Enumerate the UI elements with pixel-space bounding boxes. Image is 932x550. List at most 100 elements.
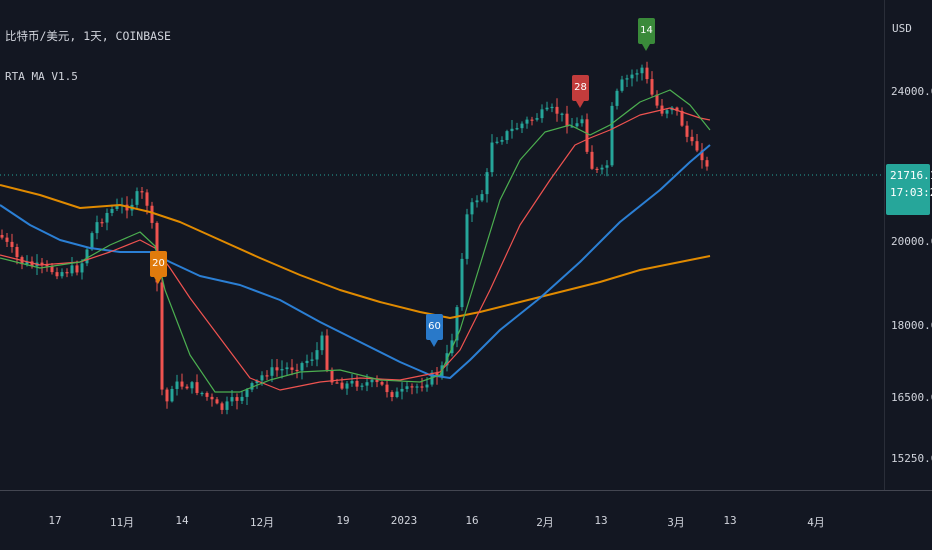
candle-body [370,379,374,383]
candle-body [135,191,139,205]
symbol-title[interactable]: 比特币/美元, 1天, COINBASE [5,29,171,43]
ma-cross-flag[interactable]: 14 [638,18,655,51]
candle-body [140,191,144,193]
candle-body [150,205,154,223]
candle-body [630,74,634,79]
ma-cross-flag[interactable]: 60 [426,314,443,347]
candle-body [600,167,604,170]
ma-cross-flag[interactable]: 28 [572,75,589,108]
ma-cross-flag[interactable]: 20 [150,251,167,284]
current-price-value: 21716.17 [890,169,932,182]
candle-body [470,202,474,215]
candle-body [620,79,624,91]
time-tick: 11月 [109,516,135,529]
candle-body [235,397,239,401]
candle-body [290,367,294,370]
candle-body [565,113,569,127]
candle-body [360,385,364,387]
candle-body [415,386,419,388]
candle-body [575,123,579,127]
candle-body [400,388,404,392]
candle-body [170,388,174,402]
price-tick: 18000.00 [891,319,932,332]
candle-body [195,382,199,393]
candle-body [610,105,614,166]
candle-body [425,384,429,388]
candle-body [40,262,44,265]
time-tick: 14 [175,514,189,527]
price-axis[interactable] [884,0,932,490]
candle-body [300,363,304,371]
candle-body [70,265,74,274]
price-tick: 16500.00 [891,391,932,404]
candle-body [25,261,29,265]
candle-body [490,142,494,173]
candle-body [320,335,324,351]
candle-body [455,307,459,341]
candle-body [295,369,299,372]
candle-body [640,67,644,74]
candle-body [185,386,189,389]
candle-body [285,367,289,370]
candle-body [525,119,529,124]
candle-body [315,350,319,360]
candle-body [590,151,594,169]
candle-body [595,168,599,171]
candle-body [560,113,564,115]
price-tick: 24000.00 [891,85,932,98]
bar-countdown: 17:03:28 [890,186,932,199]
candle-body [420,386,424,388]
candle-body [520,123,524,129]
candle-body [225,401,229,410]
candle-body [50,266,54,273]
candle-body [280,369,284,371]
ma-green-line [0,89,711,393]
candle-body [435,372,439,377]
time-tick: 13 [594,514,608,527]
indicator-legend[interactable]: RTA MA V1.5 [5,70,78,83]
candle-body [705,160,709,167]
candle-body [615,90,619,106]
price-tick: 20000.00 [891,235,932,248]
candle-body [180,381,184,387]
candle-body [345,383,349,389]
candle-body [585,119,589,152]
time-axis[interactable] [0,490,932,550]
candle-body [85,249,89,264]
candle-body [375,379,379,383]
candle-body [465,214,469,259]
currency-label: USD [892,22,912,35]
ma-orange-line [0,184,711,319]
candle-body [385,384,389,393]
candle-body [430,372,434,385]
candle-body [665,110,669,114]
candle-body [115,205,119,210]
candle-body [700,150,704,161]
candle-body [215,399,219,404]
time-tick: 17 [48,514,62,527]
time-tick: 2023 [390,514,418,527]
candle-body [540,109,544,119]
candle-body [340,382,344,389]
candle-body [330,369,334,383]
candle-body [45,264,49,267]
candle-body [55,272,59,277]
candle-body [220,403,224,410]
current-price-label: 21716.17 17:03:28 [886,164,932,215]
candle-body [110,209,114,213]
chart-area[interactable] [0,0,884,490]
candle-body [535,118,539,120]
candle-body [355,380,359,387]
time-tick: 3月 [667,516,685,529]
candle-body [685,125,689,137]
candle-body [680,110,684,126]
time-tick: 12月 [249,516,275,529]
time-tick: 2月 [536,516,554,529]
price-chart[interactable] [0,0,884,490]
candle-body [325,335,329,370]
candle-body [550,106,554,109]
candle-body [555,106,559,114]
candle-body [380,382,384,385]
ma-blue-line [0,144,711,379]
candle-body [255,380,259,384]
